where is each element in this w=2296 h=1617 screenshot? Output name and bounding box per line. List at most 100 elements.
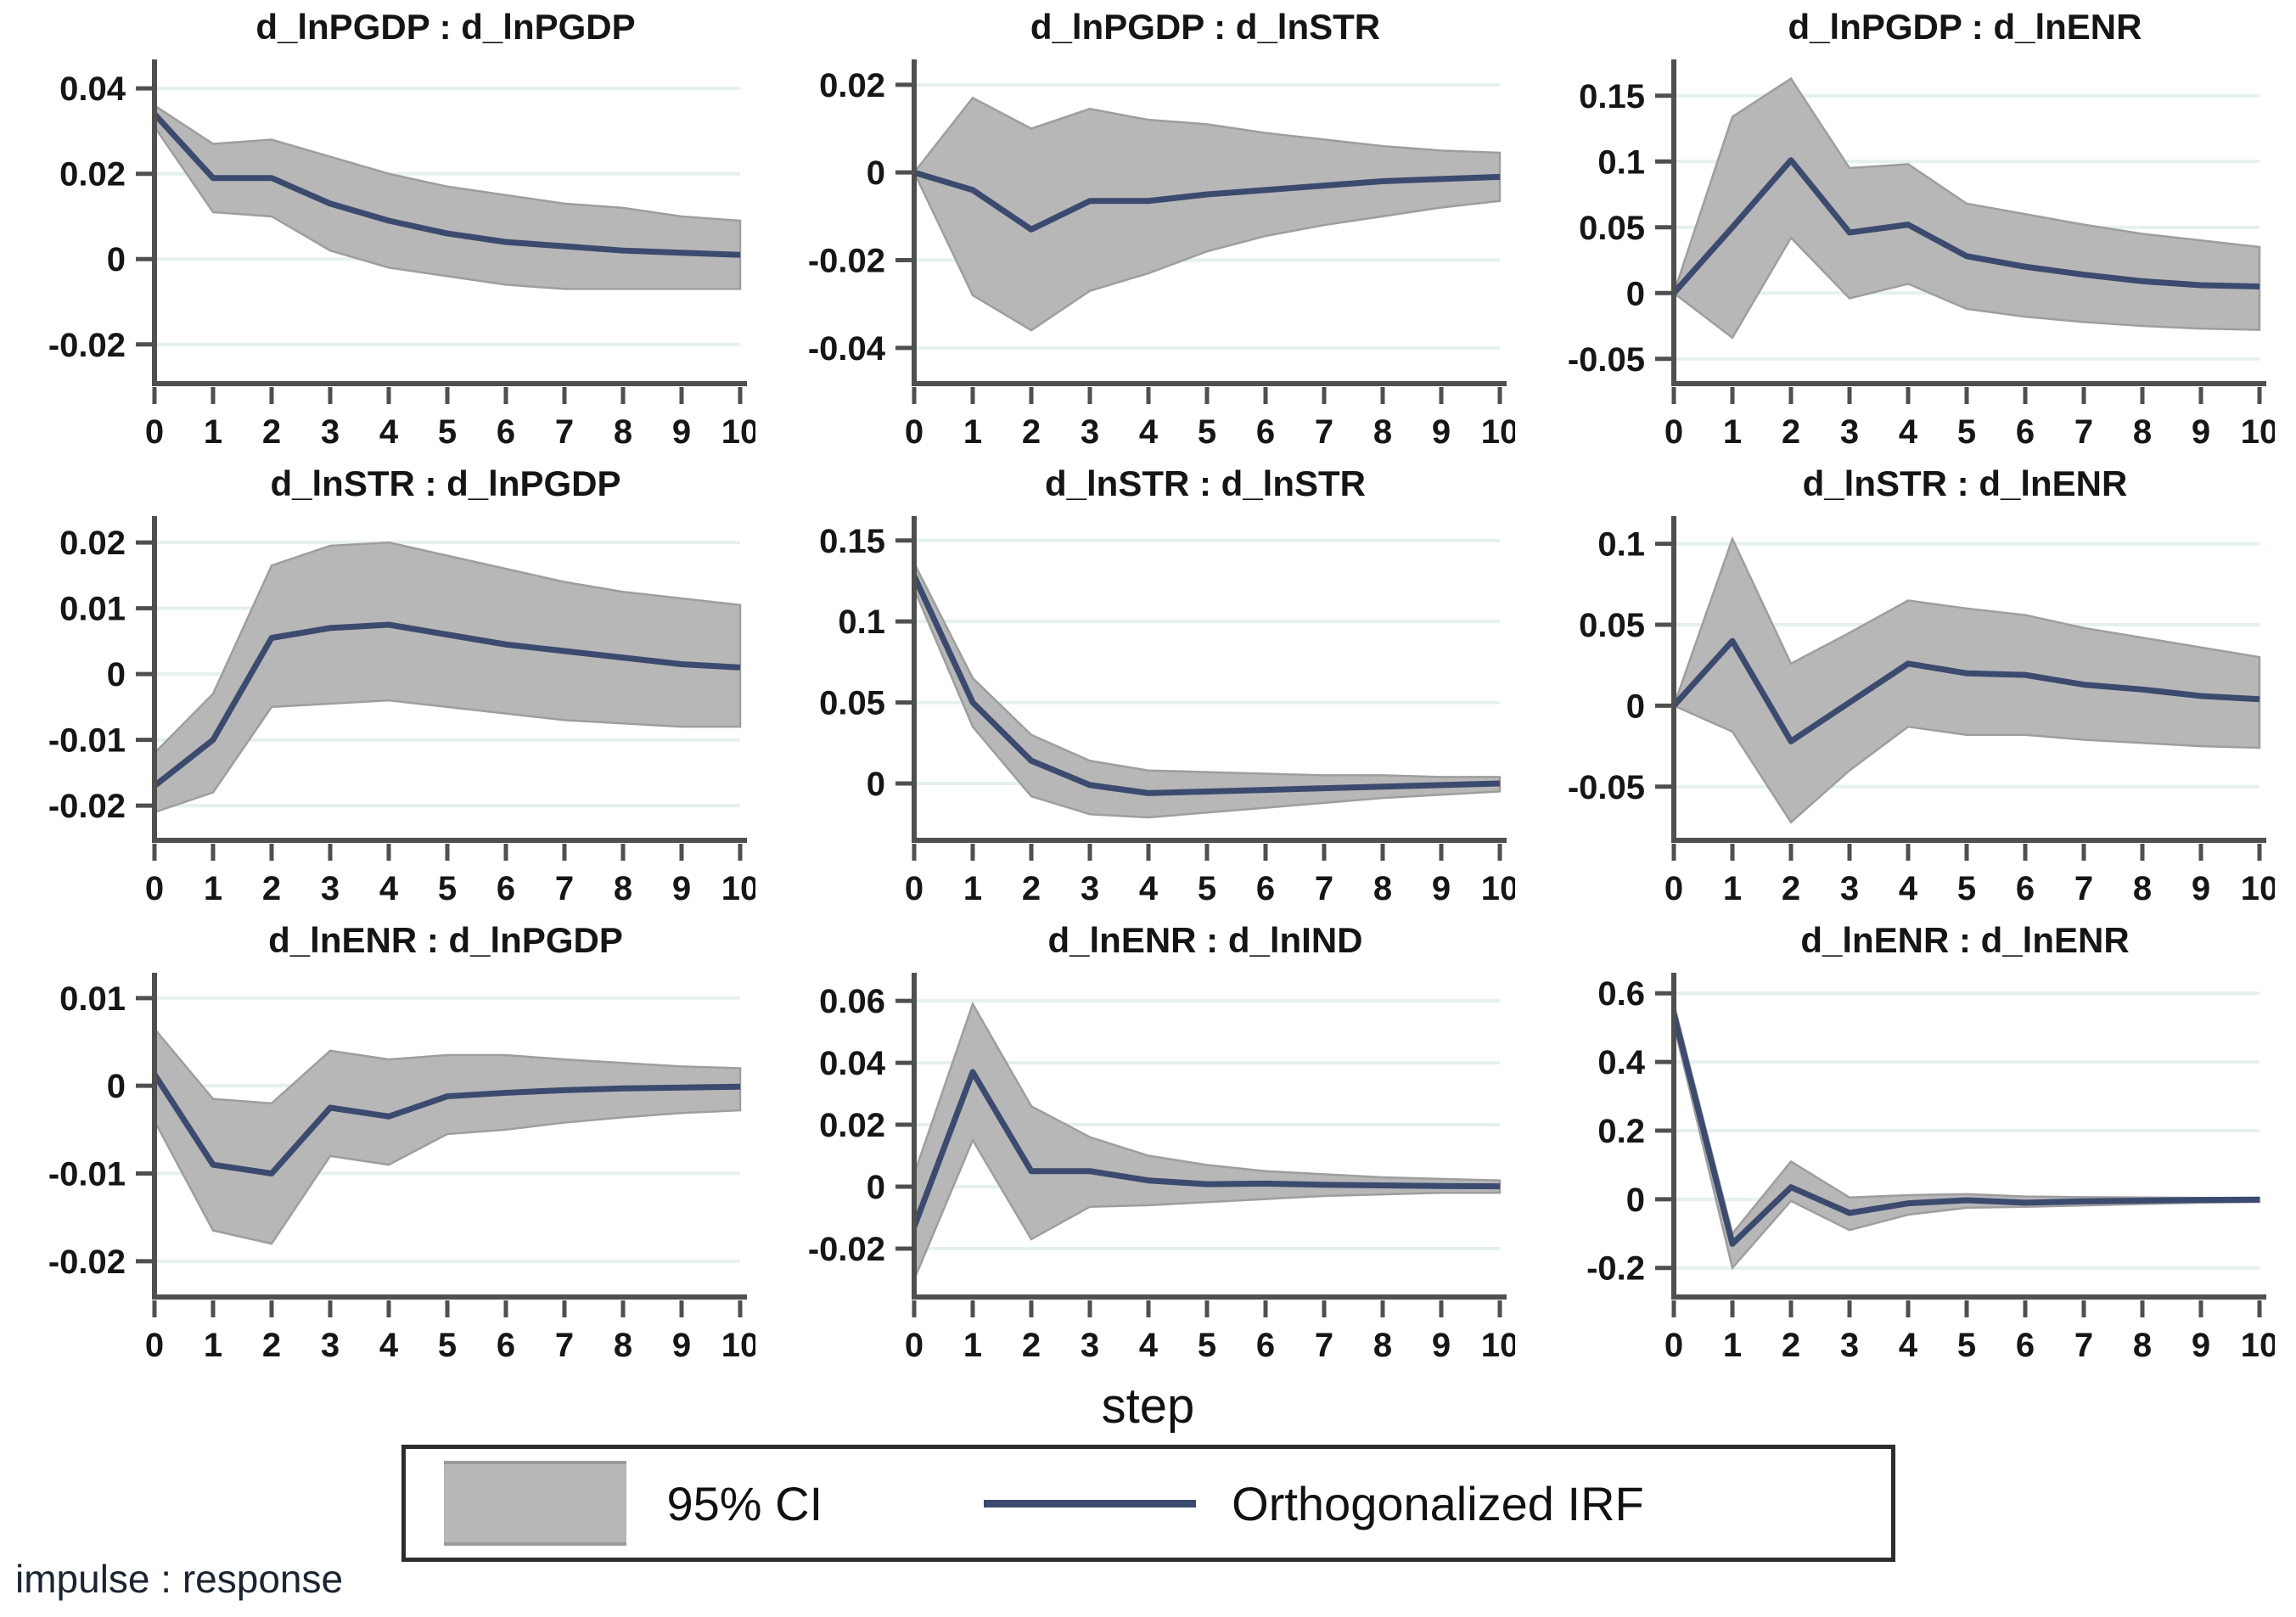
x-tick-label: 0 [145,1327,164,1364]
x-axis-title: step [1101,1378,1195,1434]
x-tick-label: 8 [614,1327,632,1364]
y-tick-label: 0.02 [819,67,885,104]
legend-ci-label: 95% CI [666,1476,823,1530]
panel-chart: 0.02 0.01 0 -0.01 -0.02 0 1 2 3 4 5 6 7 8 9 10 [48,516,755,907]
irf-panel-2: d_lnPGDP : d_lnSTR 0.02 0 -0.02 -0.04 0 1 2 3 4 5 6… [768,5,1519,462]
y-tick-label: 0 [867,1169,885,1206]
x-tick-label: 4 [1139,1327,1159,1364]
panel-title: d_lnENR : d_lnENR [1800,920,2130,960]
y-tick-label: 0.04 [819,1045,886,1082]
y-tick-label: -0.02 [48,788,126,825]
y-tick-label: 0 [107,1068,126,1105]
irf-panel-1: d_lnPGDP : d_lnPGDP 0.04 0.02 0 -0.02 0 1 2 3 4 5 6… [8,5,760,462]
x-tick-label: 8 [1373,870,1392,907]
x-tick-label: 6 [1256,870,1275,907]
x-tick-label: 9 [2192,870,2210,907]
y-tick-label: 0.01 [59,591,126,628]
x-tick-label: 7 [2074,1327,2093,1364]
x-tick-label: 6 [2016,1327,2035,1364]
x-tick-label: 5 [1957,413,1976,451]
y-tick-label: 0.6 [1597,975,1645,1013]
x-tick-label: 3 [1840,870,1859,907]
y-tick-label: 0.04 [59,70,126,108]
panel-title: d_lnENR : d_lnIND [1047,920,1363,960]
panel-chart: 0.01 0 -0.01 -0.02 0 1 2 3 4 5 6 7 8 9 10 [48,973,755,1364]
x-tick-label: 3 [1840,1327,1859,1364]
y-tick-label: -0.02 [48,1244,126,1281]
x-tick-label: 1 [204,413,222,451]
x-tick-label: 0 [905,1327,923,1364]
x-tick-label: 5 [1198,870,1216,907]
x-tick-label: 8 [1373,413,1392,451]
x-tick-label: 10 [721,1327,755,1364]
x-tick-label: 4 [1139,413,1159,451]
irf-line [912,169,1501,233]
y-tick-label: 0.4 [1597,1044,1645,1081]
x-tick-label: 2 [1022,870,1041,907]
x-tick-label: 5 [438,413,457,451]
ci-band [1672,536,2261,824]
panel-title: d_lnPGDP : d_lnENR [1788,7,2142,47]
y-tick-label: -0.02 [808,243,885,280]
impulse-response-footnote: impulse : response [15,1557,344,1601]
x-tick-label: 1 [963,413,982,451]
x-tick-label: 3 [1081,413,1099,451]
y-tick-label: 0 [107,656,126,693]
x-tick-label: 6 [497,413,515,451]
x-tick-label: 2 [1022,413,1041,451]
y-tick-label: 0.05 [1579,607,1645,644]
x-tick-label: 4 [1899,413,1918,451]
panel-title: d_lnENR : d_lnPGDP [268,920,623,960]
irf-panel-7: d_lnENR : d_lnPGDP 0.01 0 -0.01 -0.02 0 1 2 3 4 5 6… [8,918,760,1375]
x-tick-label: 5 [438,870,457,907]
panel-chart: 0.06 0.04 0.02 0 -0.02 0 1 2 3 4 5 6 7 8 9 10 [808,973,1515,1364]
x-tick-label: 1 [204,870,222,907]
x-tick-label: 2 [262,870,281,907]
x-tick-label: 0 [145,413,164,451]
y-tick-label: -0.01 [48,722,126,760]
x-tick-label: 3 [1081,1327,1099,1364]
x-tick-label: 10 [1481,870,1515,907]
y-tick-label: 0 [107,241,126,278]
x-tick-label: 1 [204,1327,222,1364]
panel-chart: 0.04 0.02 0 -0.02 0 1 2 3 4 5 6 7 8 9 10 [48,59,755,451]
panel-chart: 0.02 0 -0.02 -0.04 0 1 2 3 4 5 6 7 8 9 10 [808,59,1515,451]
ci-band [1672,1003,2261,1271]
x-tick-label: 8 [614,870,632,907]
x-tick-label: 3 [321,870,340,907]
x-tick-label: 2 [1782,1327,1800,1364]
x-tick-label: 6 [2016,413,2035,451]
irf-panel-9: d_lnENR : d_lnENR 0.6 0.4 0.2 0 -0.2 0 1 2 3 4 5 6 7 8… [1528,918,2279,1375]
y-tick-label: 0.2 [1597,1113,1645,1150]
y-tick-label: 0.15 [819,523,885,560]
x-tick-label: 1 [1723,870,1742,907]
x-tick-label: 10 [1481,413,1515,451]
x-tick-label: 10 [721,413,755,451]
x-tick-label: 5 [1198,413,1216,451]
x-tick-label: 8 [2133,413,2152,451]
x-tick-label: 9 [672,870,691,907]
panel-title: d_lnSTR : d_lnENR [1802,463,2128,503]
ci-band [912,1001,1502,1280]
irf-panel-4: d_lnSTR : d_lnPGDP 0.02 0.01 0 -0.01 -0.02 0 1 2… [8,462,760,918]
y-tick-label: -0.02 [808,1231,885,1268]
x-tick-label: 9 [1432,413,1451,451]
x-tick-label: 2 [1782,870,1800,907]
x-tick-label: 2 [1022,1327,1041,1364]
x-tick-label: 7 [555,413,574,451]
irf-line [152,1072,741,1176]
y-tick-label: 0 [1626,688,1645,725]
x-tick-label: 7 [2074,870,2093,907]
y-tick-label: 0.02 [59,156,126,194]
x-tick-label: 5 [1957,1327,1976,1364]
x-tick-label: 10 [1481,1327,1515,1364]
x-tick-label: 10 [721,870,755,907]
irf-panel-5: d_lnSTR : d_lnSTR 0.15 0.1 0.05 0 0 1 2 3 4 5 6 7 8 9 1… [768,462,1519,918]
ci-band [912,562,1502,819]
y-tick-label: 0.1 [838,604,885,641]
x-tick-label: 0 [905,413,923,451]
irf-line [152,621,741,789]
legend: 95% CI Orthogonalized IRF [401,1445,1895,1562]
irf-line [1671,157,2260,295]
x-tick-label: 5 [1198,1327,1216,1364]
